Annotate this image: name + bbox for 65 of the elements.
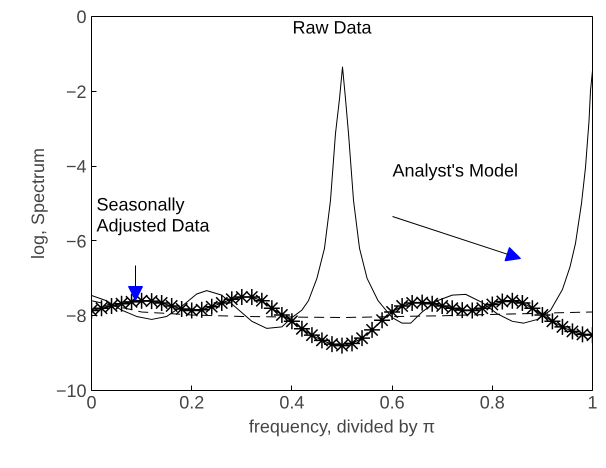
x-tick-label: 0.6 <box>380 392 405 412</box>
point <box>453 301 471 319</box>
y-tick-label: 0 <box>76 7 87 27</box>
point <box>443 299 461 317</box>
point <box>162 297 180 315</box>
point <box>343 334 361 352</box>
point <box>353 329 371 347</box>
point <box>122 293 140 311</box>
point <box>253 292 271 310</box>
y-tick-label: −2 <box>66 82 87 102</box>
point <box>403 294 421 312</box>
annotation: Raw Data <box>292 18 373 38</box>
annotation: Analyst's Model <box>392 160 518 180</box>
point <box>514 294 532 312</box>
point <box>202 298 220 316</box>
point <box>494 292 512 310</box>
point <box>363 321 381 339</box>
point <box>554 318 572 336</box>
point <box>333 336 351 354</box>
point <box>233 288 251 306</box>
point <box>383 303 401 321</box>
x-tick-label: 0.4 <box>279 392 304 412</box>
point <box>172 300 190 318</box>
point <box>544 312 562 330</box>
point <box>474 299 492 317</box>
point <box>423 294 441 312</box>
point <box>464 302 482 320</box>
point <box>102 297 120 315</box>
point <box>152 294 170 312</box>
point <box>243 288 261 306</box>
point <box>112 294 130 312</box>
point <box>524 299 542 317</box>
point <box>182 302 200 320</box>
point <box>393 297 411 315</box>
point <box>574 326 592 344</box>
annotation: Seasonally Adjusted Data <box>96 194 211 236</box>
x-tick-label: 0.2 <box>179 392 204 412</box>
point <box>303 326 321 344</box>
point <box>213 294 231 312</box>
point <box>484 296 502 314</box>
point <box>92 299 110 317</box>
point <box>273 306 291 324</box>
point <box>283 312 301 330</box>
point <box>142 292 160 310</box>
point <box>323 335 341 353</box>
point <box>564 322 582 340</box>
point <box>263 299 281 317</box>
x-tick-label: 1 <box>587 392 598 412</box>
point <box>223 290 241 308</box>
y-axis-title: log, Spectrum <box>28 148 48 260</box>
y-tick-label: −10 <box>56 381 87 401</box>
point <box>192 300 210 318</box>
y-tick-label: −6 <box>66 231 87 252</box>
point <box>534 306 552 324</box>
point <box>313 332 331 350</box>
point <box>132 292 150 310</box>
x-tick-label: 0.8 <box>480 392 505 412</box>
point <box>373 311 391 329</box>
point <box>413 294 431 312</box>
point <box>433 297 451 315</box>
point <box>504 292 522 310</box>
x-axis-title: frequency, divided by π <box>248 416 436 436</box>
y-tick-label: −4 <box>66 156 87 177</box>
y-tick-label: −8 <box>66 306 87 326</box>
point <box>293 320 311 338</box>
